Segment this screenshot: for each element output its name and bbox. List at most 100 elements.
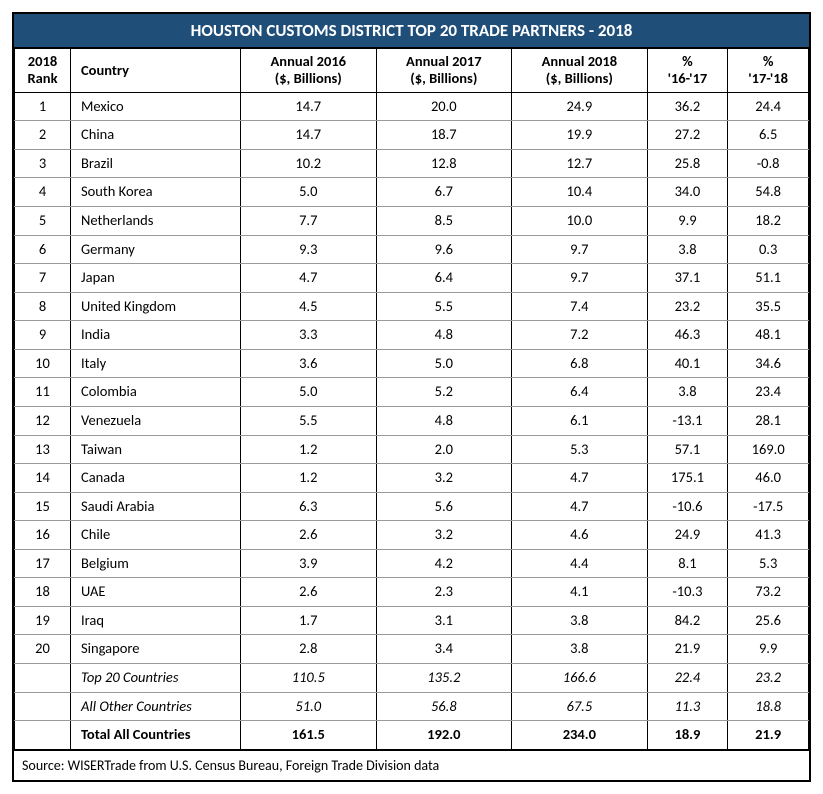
cell-rank	[15, 692, 71, 721]
cell-2017: 4.8	[376, 321, 512, 350]
cell-pct1718: 18.2	[728, 207, 809, 236]
cell-2016: 3.6	[241, 349, 377, 378]
table-row: 19Iraq1.73.13.884.225.6	[15, 606, 809, 635]
cell-rank: 14	[15, 464, 71, 493]
cell-2018: 7.4	[512, 292, 648, 321]
table-row: 2China14.718.719.927.26.5	[15, 121, 809, 150]
cell-rank: 10	[15, 349, 71, 378]
cell-country: Germany	[71, 235, 241, 264]
cell-2018: 19.9	[512, 121, 648, 150]
cell-pct1617: 23.2	[647, 292, 728, 321]
cell-country: Netherlands	[71, 207, 241, 236]
cell-pct1617: 37.1	[647, 264, 728, 293]
cell-rank: 7	[15, 264, 71, 293]
cell-2017: 3.1	[376, 606, 512, 635]
cell-2018: 9.7	[512, 264, 648, 293]
cell-rank: 5	[15, 207, 71, 236]
cell-2017: 2.0	[376, 435, 512, 464]
cell-2018: 4.7	[512, 492, 648, 521]
cell-2017: 8.5	[376, 207, 512, 236]
cell-2016: 10.2	[241, 149, 377, 178]
cell-2018: 166.6	[512, 664, 648, 693]
cell-country: Canada	[71, 464, 241, 493]
cell-2016: 2.8	[241, 635, 377, 664]
cell-rank: 8	[15, 292, 71, 321]
cell-2017: 3.4	[376, 635, 512, 664]
cell-country: Belgium	[71, 549, 241, 578]
cell-2018: 5.3	[512, 435, 648, 464]
table-row: 10Italy3.65.06.840.134.6	[15, 349, 809, 378]
table-title: HOUSTON CUSTOMS DISTRICT TOP 20 TRADE PA…	[14, 14, 809, 48]
cell-country: Singapore	[71, 635, 241, 664]
total-row: Total All Countries161.5192.0234.018.921…	[15, 721, 809, 750]
cell-country: Chile	[71, 521, 241, 550]
cell-pct1718: 21.9	[728, 721, 809, 750]
cell-pct1617: 34.0	[647, 178, 728, 207]
table-row: 20Singapore2.83.43.821.99.9	[15, 635, 809, 664]
cell-label: All Other Countries	[71, 692, 241, 721]
cell-2018: 234.0	[512, 721, 648, 750]
cell-2016: 4.5	[241, 292, 377, 321]
cell-label: Total All Countries	[71, 721, 241, 750]
cell-2018: 10.0	[512, 207, 648, 236]
cell-pct1617: 21.9	[647, 635, 728, 664]
cell-pct1718: 51.1	[728, 264, 809, 293]
cell-2018: 6.8	[512, 349, 648, 378]
cell-pct1718: 5.3	[728, 549, 809, 578]
cell-country: India	[71, 321, 241, 350]
cell-pct1718: 23.2	[728, 664, 809, 693]
cell-rank: 2	[15, 121, 71, 150]
cell-pct1617: 84.2	[647, 606, 728, 635]
cell-country: United Kingdom	[71, 292, 241, 321]
cell-2017: 4.8	[376, 406, 512, 435]
cell-rank: 11	[15, 378, 71, 407]
cell-2017: 56.8	[376, 692, 512, 721]
summary-row: Top 20 Countries110.5135.2166.622.423.2	[15, 664, 809, 693]
cell-2017: 5.5	[376, 292, 512, 321]
cell-country: Brazil	[71, 149, 241, 178]
cell-rank: 3	[15, 149, 71, 178]
cell-2018: 4.1	[512, 578, 648, 607]
cell-2017: 6.4	[376, 264, 512, 293]
cell-2016: 7.7	[241, 207, 377, 236]
cell-2018: 10.4	[512, 178, 648, 207]
cell-pct1617: -10.3	[647, 578, 728, 607]
table-row: 9India3.34.87.246.348.1	[15, 321, 809, 350]
cell-2017: 6.7	[376, 178, 512, 207]
table-row: 16Chile2.63.24.624.941.3	[15, 521, 809, 550]
cell-2017: 5.2	[376, 378, 512, 407]
cell-pct1718: 28.1	[728, 406, 809, 435]
table-row: 17Belgium3.94.24.48.15.3	[15, 549, 809, 578]
cell-country: Colombia	[71, 378, 241, 407]
cell-rank: 18	[15, 578, 71, 607]
cell-pct1718: 9.9	[728, 635, 809, 664]
cell-2017: 135.2	[376, 664, 512, 693]
cell-2016: 5.5	[241, 406, 377, 435]
cell-rank: 17	[15, 549, 71, 578]
cell-2016: 1.2	[241, 464, 377, 493]
cell-pct1718: 23.4	[728, 378, 809, 407]
cell-2018: 6.1	[512, 406, 648, 435]
cell-pct1617: 24.9	[647, 521, 728, 550]
cell-country: Italy	[71, 349, 241, 378]
cell-pct1718: 34.6	[728, 349, 809, 378]
cell-rank: 12	[15, 406, 71, 435]
cell-2016: 5.0	[241, 378, 377, 407]
table-row: 3Brazil10.212.812.725.8-0.8	[15, 149, 809, 178]
cell-country: South Korea	[71, 178, 241, 207]
cell-rank: 1	[15, 92, 71, 121]
cell-2017: 5.0	[376, 349, 512, 378]
cell-2017: 12.8	[376, 149, 512, 178]
col-2017-header: Annual 2017($, Billions)	[376, 49, 512, 93]
cell-2018: 6.4	[512, 378, 648, 407]
table-row: 7Japan4.76.49.737.151.1	[15, 264, 809, 293]
cell-pct1718: 6.5	[728, 121, 809, 150]
col-pct1718-header: %'17-'18	[728, 49, 809, 93]
cell-pct1718: 25.6	[728, 606, 809, 635]
cell-pct1718: 48.1	[728, 321, 809, 350]
table-row: 5Netherlands7.78.510.09.918.2	[15, 207, 809, 236]
cell-2018: 3.8	[512, 635, 648, 664]
cell-rank: 13	[15, 435, 71, 464]
cell-2018: 4.6	[512, 521, 648, 550]
cell-pct1718: 35.5	[728, 292, 809, 321]
